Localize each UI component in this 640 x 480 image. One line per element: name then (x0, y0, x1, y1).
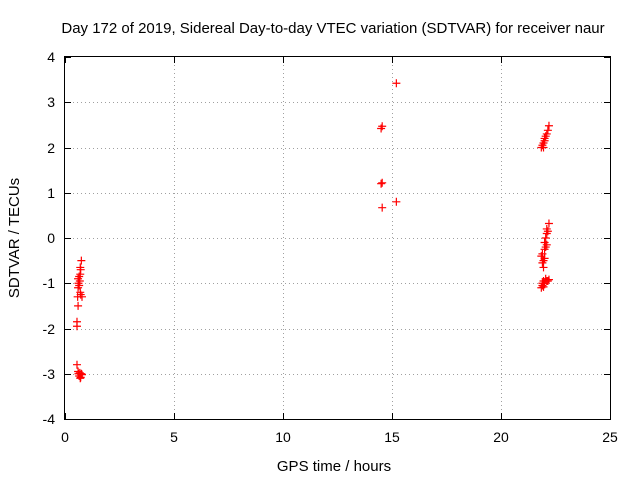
x-tick-label: 0 (61, 429, 69, 445)
data-point (544, 219, 553, 228)
data-point (539, 282, 548, 291)
x-tick-label: 10 (275, 429, 291, 445)
y-axis-label: SDTVAR / TECUs (6, 178, 23, 298)
data-point (78, 292, 87, 301)
x-axis-label: GPS time / hours (277, 458, 391, 475)
y-axis-tick-labels: -4 -3 -2 -1 0 1 2 3 4 (43, 49, 56, 427)
data-point (77, 256, 86, 265)
y-tick-label: -3 (43, 366, 56, 382)
data-point (378, 122, 387, 131)
x-tick-label: 20 (493, 429, 509, 445)
data-point (543, 276, 552, 285)
data-point (544, 121, 553, 130)
y-tick-label: 0 (47, 230, 55, 246)
y-tick-label: 4 (47, 49, 55, 65)
y-tick-label: -1 (43, 275, 56, 291)
data-point (75, 281, 84, 290)
data-point (542, 129, 551, 138)
plot-frame (64, 56, 611, 420)
data-point (543, 227, 552, 236)
y-tick-label: 2 (47, 140, 55, 156)
x-tick-label: 5 (170, 429, 178, 445)
data-points (72, 79, 553, 383)
data-point (392, 79, 401, 88)
data-point (538, 258, 547, 267)
data-point (377, 179, 386, 188)
data-point (538, 249, 547, 258)
data-point (539, 143, 548, 152)
data-point (378, 203, 387, 212)
data-point (543, 126, 552, 135)
data-point (544, 275, 553, 284)
data-point (392, 197, 401, 206)
data-point (72, 360, 81, 369)
data-point (74, 301, 83, 310)
data-point (539, 263, 548, 272)
data-point (542, 240, 551, 249)
data-point (77, 369, 86, 378)
data-point (378, 178, 387, 187)
data-point (540, 134, 549, 143)
chart-title: Day 172 of 2019, Sidereal Day-to-day VTE… (61, 20, 604, 37)
data-point (76, 265, 85, 274)
y-tick-label: 1 (47, 185, 55, 201)
grid (65, 57, 610, 419)
y-tick-label: -2 (43, 321, 56, 337)
x-tick-label: 25 (602, 429, 618, 445)
x-tick-label: 15 (384, 429, 400, 445)
data-point (541, 234, 550, 242)
data-point (78, 370, 87, 379)
x-axis-tick-labels: 0 5 10 15 20 25 (61, 429, 618, 445)
data-point (540, 254, 549, 263)
data-point (74, 274, 83, 283)
y-tick-label: -4 (43, 411, 56, 427)
y-tick-label: 3 (47, 94, 55, 110)
data-point (72, 317, 81, 326)
